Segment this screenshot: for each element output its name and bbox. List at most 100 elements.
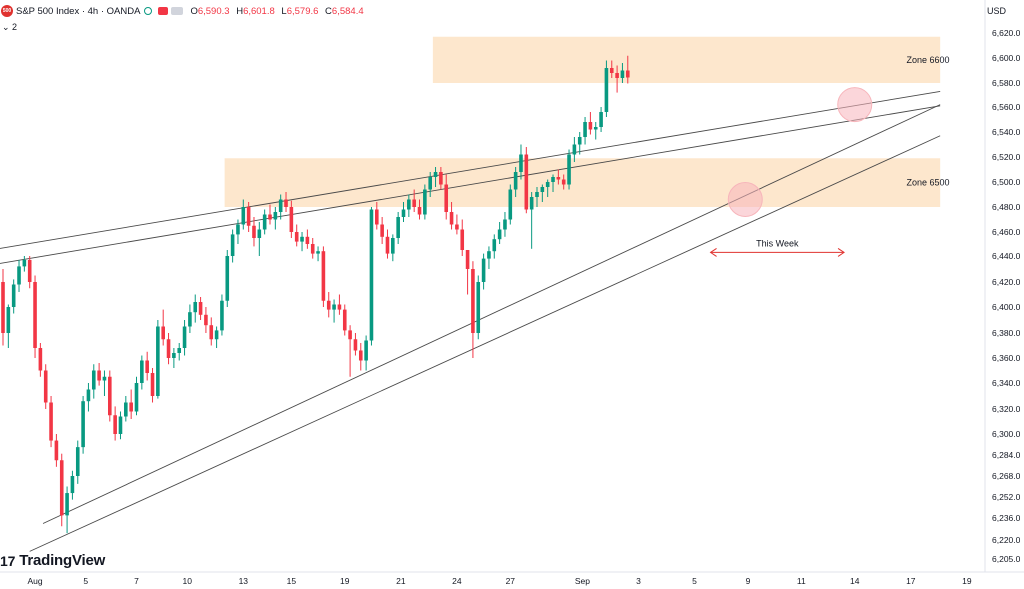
candle-body	[182, 326, 187, 348]
candle-body	[588, 122, 593, 130]
candle	[124, 396, 128, 422]
candle-body	[156, 326, 160, 396]
zone-label: Zone 6600	[906, 55, 949, 65]
candle-body	[27, 259, 32, 282]
candle	[519, 144, 523, 180]
candle-body	[198, 302, 203, 315]
more-options-icon[interactable]	[171, 7, 184, 15]
candle-body	[407, 199, 411, 210]
candle	[17, 259, 21, 292]
price-tick-label: 6,420.0	[992, 277, 1021, 287]
time-tick-label: Aug	[27, 576, 42, 586]
candle-body	[423, 189, 427, 215]
candle-body	[460, 229, 465, 250]
price-tick-label: 6,320.0	[992, 404, 1021, 414]
time-tick-label: 19	[340, 576, 350, 586]
market-status-icon[interactable]	[144, 7, 153, 15]
price-axis[interactable]: 6,205.0 6,220.0 6,236.0 6,252.0 6,268.0 6,284…	[984, 0, 1021, 572]
trendlines-layer	[0, 90, 941, 552]
candle-body	[529, 197, 534, 210]
candle-body	[214, 330, 219, 340]
ohlc-open-key: O	[190, 5, 198, 17]
indicators-toggle[interactable]: ⌄ 2	[2, 22, 18, 32]
zone-rect-1	[224, 158, 941, 207]
candle	[583, 117, 587, 145]
price-tick-label: 6,460.0	[992, 227, 1021, 237]
symbol-logo-icon: 500	[1, 5, 13, 17]
time-tick-label: 5	[83, 576, 88, 586]
candle-body	[508, 189, 513, 220]
candle-body	[230, 234, 235, 256]
candle-body	[22, 259, 27, 267]
ohlc-readout: O6,590.3 H6,601.8 L6,579.6 C6,584.4	[190, 6, 367, 17]
candle-body	[481, 258, 486, 282]
candle	[545, 179, 550, 197]
candle-body	[620, 70, 625, 78]
price-tick-label: 6,560.0	[992, 102, 1021, 112]
candle-body	[444, 184, 449, 212]
tradingview-mark-icon: 17	[0, 552, 16, 569]
candle-body	[567, 154, 571, 185]
price-tick-label: 6,380.0	[992, 328, 1021, 338]
candle	[326, 292, 331, 318]
candle-body	[417, 207, 422, 215]
tradingview-logo[interactable]: 17 TradingView	[0, 552, 105, 569]
candle	[503, 212, 507, 237]
candle-body	[289, 207, 294, 232]
currency-label[interactable]: USD	[986, 6, 1006, 16]
candle	[316, 246, 320, 262]
candle-body	[337, 304, 342, 310]
candle	[556, 169, 561, 185]
candle-body	[503, 219, 507, 230]
symbol-title[interactable]: S&P 500 Index · 4h · OANDA	[16, 5, 141, 17]
candle-body	[364, 340, 368, 361]
candle-body	[396, 217, 400, 238]
candle	[236, 219, 240, 244]
price-tick-label: 6,268.0	[992, 471, 1021, 481]
candle	[625, 55, 630, 84]
candle	[91, 364, 96, 399]
candle-body	[193, 302, 198, 313]
price-tick-label: 6,500.0	[992, 177, 1021, 187]
candle-body	[65, 493, 69, 516]
candle	[471, 261, 475, 358]
candle	[385, 229, 390, 259]
candle	[588, 112, 593, 135]
candle-body	[225, 256, 230, 301]
candle-body	[593, 127, 598, 130]
candle	[134, 376, 139, 416]
candle	[348, 325, 352, 377]
candle-body	[43, 370, 48, 403]
candle	[497, 222, 502, 244]
candle	[273, 207, 278, 230]
candle-body	[433, 172, 438, 177]
candle-body	[577, 137, 582, 145]
candle-body	[113, 415, 117, 434]
candle-body	[545, 182, 550, 187]
candle	[225, 250, 230, 307]
candle	[252, 217, 256, 247]
candle-body	[439, 172, 443, 185]
candle-body	[305, 236, 310, 244]
price-tick-label: 6,284.0	[992, 450, 1021, 460]
candle	[300, 232, 304, 252]
candle	[284, 192, 288, 212]
candle	[529, 192, 534, 249]
candle-body	[471, 269, 475, 333]
candle	[278, 194, 283, 220]
flag-icon[interactable]	[158, 7, 169, 15]
candle	[268, 204, 272, 225]
ohlc-low-key: L	[281, 5, 287, 17]
time-axis[interactable]: Aug 5 7 10 13 15 19 21 24 27 Sep 3 5 9 11 14 17 19	[0, 571, 1024, 586]
candle	[97, 363, 101, 386]
candle	[604, 60, 609, 117]
candle	[433, 167, 438, 187]
highlight-circle-1	[727, 182, 763, 217]
candle	[609, 60, 614, 78]
candle	[54, 434, 59, 467]
candle	[129, 389, 133, 419]
tradingview-wordmark: TradingView	[19, 552, 106, 569]
candle	[230, 229, 235, 263]
candle	[460, 219, 465, 256]
